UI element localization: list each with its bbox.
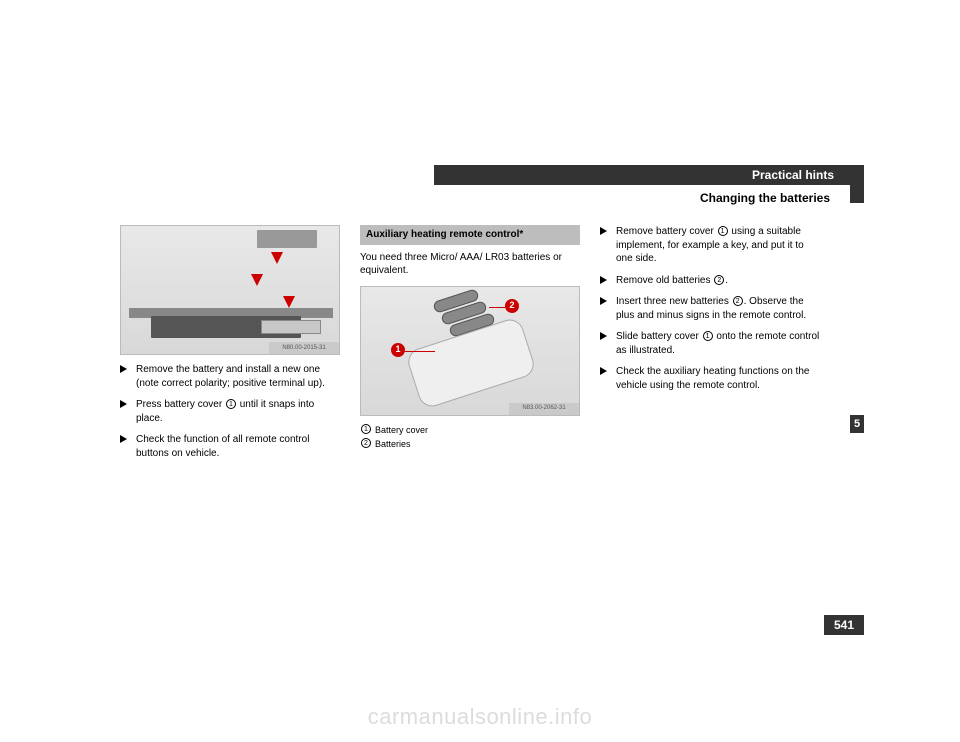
list-item: Insert three new batteries 2. Observe th… — [600, 295, 820, 322]
ref-circle: 1 — [703, 331, 713, 341]
ref-circle: 1 — [718, 226, 728, 236]
subheading-aux-heating: Auxiliary heating remote control* — [360, 225, 580, 245]
figure-marker-1: 1 — [391, 343, 405, 357]
bullet-text: Slide battery cover 1 onto the remote co… — [616, 330, 820, 357]
list-item: Remove battery cover 1 using a suitable … — [600, 225, 820, 266]
subsection-title: Changing the batteries — [420, 191, 850, 205]
intro-text: You need three Micro/ AAA/ LR03 batterie… — [360, 251, 580, 278]
list-item: Remove old batteries 2. — [600, 274, 820, 288]
list-item: Slide battery cover 1 onto the remote co… — [600, 330, 820, 357]
bullet-text: Remove old batteries 2. — [616, 274, 820, 288]
bullet-arrow-icon — [600, 365, 612, 375]
list-item: Check the function of all remote control… — [120, 433, 340, 460]
bullet-arrow-icon — [120, 433, 132, 443]
header-tab-marker — [850, 185, 864, 203]
bullet-text: Check the auxiliary heating functions on… — [616, 365, 820, 392]
bullet-text: Remove battery cover 1 using a suitable … — [616, 225, 820, 266]
ref-circle: 2 — [714, 275, 724, 285]
content-columns: N80.00-2015-31 Remove the battery and in… — [120, 225, 840, 468]
column-3: Remove battery cover 1 using a suitable … — [600, 225, 820, 468]
bullet-text: Press battery cover 1 until it snaps int… — [136, 398, 340, 425]
ref-circle: 1 — [226, 399, 236, 409]
header-band: Practical hints — [434, 165, 864, 185]
bullet-arrow-icon — [600, 330, 612, 340]
legend-item: 2 Batteries — [360, 438, 580, 450]
figure-label: N83.00-2062-31 — [509, 403, 579, 415]
ref-circle: 2 — [733, 296, 743, 306]
bullet-arrow-icon — [120, 398, 132, 408]
page-number: 541 — [824, 615, 864, 635]
list-item: Check the auxiliary heating functions on… — [600, 365, 820, 392]
column-2: Auxiliary heating remote control* You ne… — [360, 225, 580, 468]
legend-item: 1 Battery cover — [360, 424, 580, 436]
column-1: N80.00-2015-31 Remove the battery and in… — [120, 225, 340, 468]
bullet-arrow-icon — [120, 363, 132, 373]
figure-keyfob: N80.00-2015-31 — [120, 225, 340, 355]
manual-page: Practical hints Changing the batteries N… — [120, 165, 840, 605]
bullet-text: Remove the battery and install a new one… — [136, 363, 340, 390]
figure-remote-batteries: 1 2 N83.00-2062-31 — [360, 286, 580, 416]
legend-text: Battery cover — [375, 424, 428, 436]
bullet-arrow-icon — [600, 225, 612, 235]
figure-marker-2: 2 — [505, 299, 519, 313]
list-item: Remove the battery and install a new one… — [120, 363, 340, 390]
legend-text: Batteries — [375, 438, 411, 450]
bullet-text: Check the function of all remote control… — [136, 433, 340, 460]
section-title: Practical hints — [752, 168, 834, 182]
ref-circle: 2 — [361, 438, 371, 448]
watermark: carmanualsonline.info — [0, 704, 960, 730]
ref-circle: 1 — [361, 424, 371, 434]
list-item: Press battery cover 1 until it snaps int… — [120, 398, 340, 425]
bullet-arrow-icon — [600, 274, 612, 284]
bullet-text: Insert three new batteries 2. Observe th… — [616, 295, 820, 322]
figure-label: N80.00-2015-31 — [269, 342, 339, 354]
bullet-arrow-icon — [600, 295, 612, 305]
chapter-marker: 5 — [850, 415, 864, 433]
